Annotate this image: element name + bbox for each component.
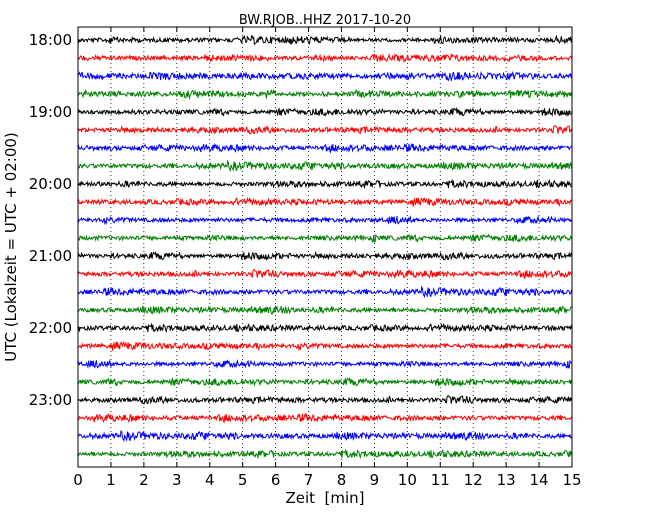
x-tick-label: 5 [238,471,248,489]
x-tick-label: 1 [106,471,116,489]
x-axis-label: Zeit [min] [285,489,364,507]
x-tick-label: 0 [73,471,83,489]
trace-2215 [77,341,573,352]
trace-2015 [77,196,573,208]
trace-1800 [77,34,573,46]
y-tick-label: 20:00 [29,175,72,193]
trace-2115 [77,269,573,280]
trace-2030 [77,214,573,226]
trace-2200 [77,322,573,334]
trace-2300 [77,395,573,405]
y-axis-label: UTC (Lokalzeit = UTC + 02:00) [2,132,20,362]
x-tick-label: 3 [172,471,182,489]
x-tick-label: 7 [304,471,314,489]
x-tick-label: 9 [370,471,380,489]
x-tick-label: 11 [431,471,450,489]
trace-2045 [77,233,573,243]
x-tick-label: 14 [530,471,549,489]
y-tick-label: 18:00 [29,31,72,49]
y-tick-label: 23:00 [29,391,72,409]
x-tick-label: 2 [139,471,149,489]
trace-1900 [77,106,573,118]
x-tick-label: 13 [497,471,516,489]
trace-1815 [77,52,573,64]
trace-1830 [77,70,573,82]
trace-1945 [77,159,573,173]
x-tick-label: 6 [271,471,281,489]
trace-2100 [77,250,573,262]
y-tick-label: 21:00 [29,247,72,265]
trace-2245 [77,376,573,388]
x-tick-label: 10 [398,471,417,489]
y-tick-label: 22:00 [29,319,72,337]
grid [110,27,540,467]
trace-2145 [77,305,573,316]
trace-2230 [77,358,573,369]
trace-2330 [77,429,573,443]
trace-2345 [77,448,573,460]
x-tick-label: 8 [337,471,347,489]
trace-1845 [77,88,573,100]
y-tick-label: 19:00 [29,103,72,121]
trace-1930 [77,142,573,154]
trace-2130 [77,285,573,299]
plot-frame [77,26,573,468]
x-tick-label: 15 [562,471,581,489]
trace-1915 [77,125,573,135]
trace-2000 [77,178,573,190]
chart-title: BW.RJOB..HHZ 2017-10-20 [239,13,411,28]
y-axis: 18:00 19:00 20:00 21:00 22:00 23:00 [29,31,572,409]
trace-2315 [77,412,573,424]
traces [77,34,573,460]
x-axis: 0 1 2 3 4 5 6 7 8 9 10 11 12 13 14 15 [73,27,582,489]
x-tick-label: 4 [205,471,215,489]
x-tick-label: 12 [464,471,483,489]
